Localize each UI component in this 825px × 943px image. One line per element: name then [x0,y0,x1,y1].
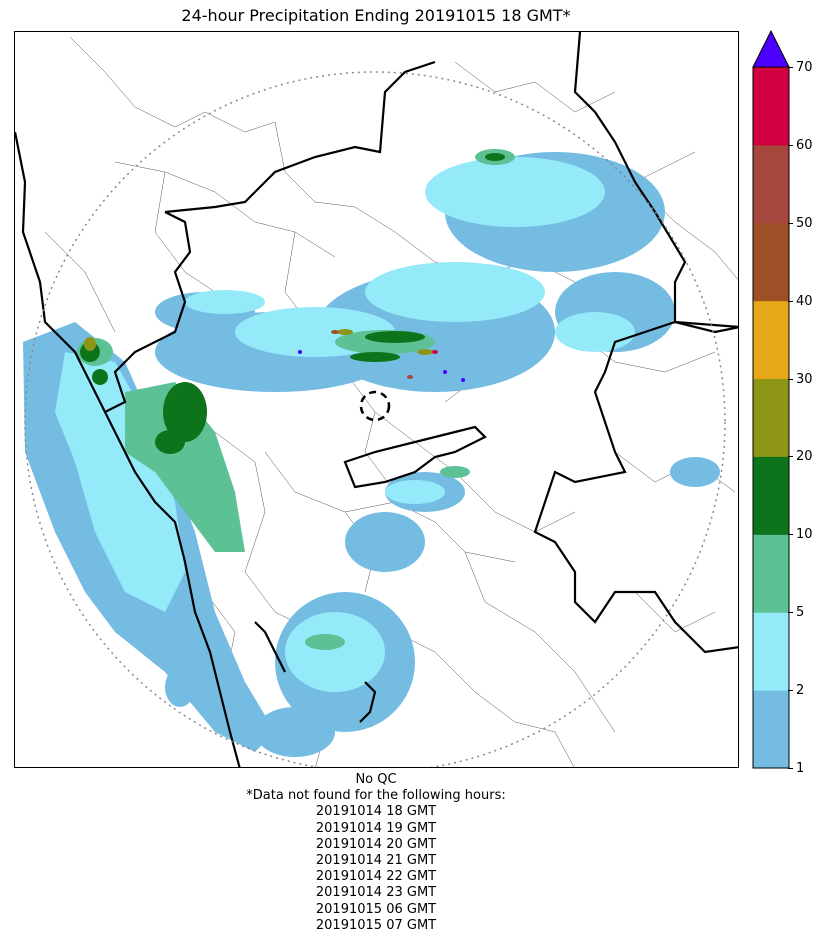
map-canvas [15,32,738,767]
precipitation-field [23,149,720,757]
missing-hour-item: 20191014 22 GMT [315,869,437,885]
map-title: 24-hour Precipitation Ending 20191015 18… [181,6,571,25]
colorbar-bin [753,144,789,224]
radar-map[interactable] [14,31,739,768]
missing-hour-item: 20191015 06 GMT [315,901,437,917]
colorbar-tickmark [788,144,793,146]
colorbar-bin [753,300,789,380]
radar-site-marker [359,390,391,422]
colorbar-tickmark [788,690,793,692]
colorbar-bin [753,456,789,535]
radar-range-ring [24,71,726,767]
colorbar-tick-label: 50 [796,215,813,231]
colorbar-tickmark [788,534,793,536]
colorbar-bin [753,378,789,457]
colorbar-tick-label: 20 [796,449,813,465]
qc-label: No QC [355,772,397,787]
colorbar-tickmark [788,768,793,769]
colorbar-tick-label: 40 [796,293,813,309]
colorbar-tickmark [788,456,793,458]
colorbar-tick-label: 30 [796,371,813,387]
colorbar-tickmark [788,67,793,68]
district-boundaries [44,36,738,767]
colorbar-tickmark [788,612,793,614]
map-footer: No QC *Data not found for the following … [0,772,752,934]
colorbar-tick-label: 2 [796,683,805,699]
missing-hour-item: 20191014 20 GMT [315,836,437,852]
colorbar-bin [753,612,789,691]
colorbar-bin [753,534,789,613]
missing-hour-item: 20191015 07 GMT [315,917,437,933]
colorbar-tickmark [788,300,793,302]
colorbar-bin [753,67,789,146]
missing-hour-item: 20191014 21 GMT [315,853,437,869]
colorbar-tickmark [788,222,793,224]
colorbar-tick-label: 5 [796,605,805,621]
colorbar-legend: 1 2 5 10 20 30 40 50 60 70 [752,30,825,775]
missing-hour-item: 20191014 18 GMT [315,804,437,820]
missing-hours-heading: *Data not found for the following hours: [246,788,506,804]
colorbar-extend-triangle [752,30,790,68]
colorbar-tick-label: 70 [796,60,813,75]
colorbar-tick-label: 10 [796,527,813,543]
missing-hour-item: 20191014 23 GMT [315,885,437,901]
missing-hours-list: 20191014 18 GMT 20191014 19 GMT 20191014 2… [0,804,752,934]
colorbar-tick-label: 1 [796,761,805,776]
colorbar-tickmark [788,378,793,380]
colorbar-tick-label: 60 [796,137,813,153]
colorbar-svg [752,30,790,769]
colorbar-bin [753,222,789,302]
state-boundaries [15,32,738,767]
missing-hour-item: 20191014 19 GMT [315,820,437,836]
colorbar-bin [753,690,789,769]
